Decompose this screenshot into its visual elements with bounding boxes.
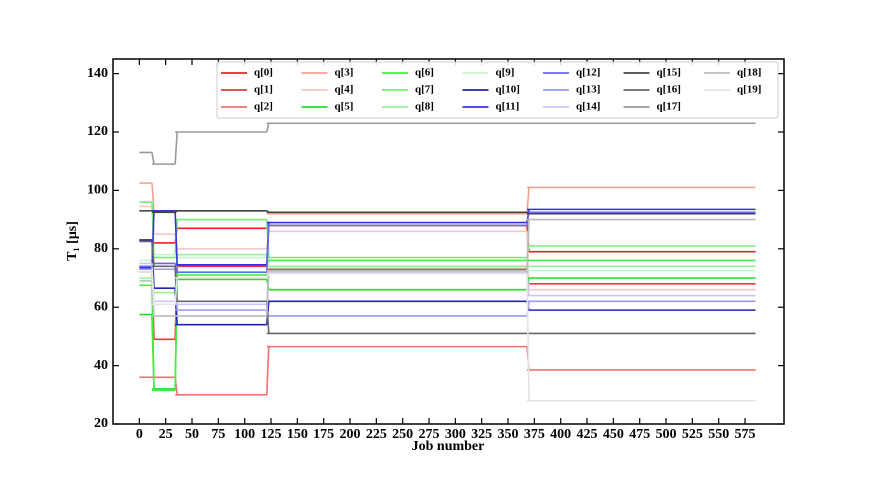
step-connector bbox=[174, 210, 178, 265]
step-connector bbox=[174, 131, 178, 165]
step-connector bbox=[526, 273, 530, 401]
y-tick-label: 60 bbox=[94, 299, 108, 314]
x-tick-label: 425 bbox=[577, 427, 598, 442]
x-tick-label: 300 bbox=[445, 427, 466, 442]
legend-label: q[1] bbox=[254, 84, 273, 96]
x-tick-label: 375 bbox=[524, 427, 545, 442]
step-connector bbox=[266, 123, 270, 133]
x-tick-label: 575 bbox=[735, 427, 756, 442]
step-connector bbox=[174, 277, 178, 305]
x-tick-label: 200 bbox=[340, 427, 361, 442]
step-connector bbox=[174, 263, 178, 273]
step-connector bbox=[265, 270, 270, 316]
x-tick-label: 125 bbox=[261, 427, 282, 442]
step-connector bbox=[151, 285, 155, 391]
x-tick-label: 350 bbox=[498, 427, 519, 442]
legend-label: q[19] bbox=[737, 84, 761, 96]
step-connector bbox=[151, 210, 155, 268]
legend-label: q[7] bbox=[415, 84, 434, 96]
legend-label: q[12] bbox=[576, 67, 600, 79]
step-connector bbox=[151, 241, 155, 267]
legend-label: q[9] bbox=[496, 67, 515, 79]
series-lines bbox=[139, 122, 756, 402]
legend-label: q[18] bbox=[737, 67, 761, 79]
x-tick-label: 325 bbox=[471, 427, 492, 442]
x-tick-label: 475 bbox=[629, 427, 650, 442]
legend-label: q[5] bbox=[335, 101, 354, 113]
legend-label: q[0] bbox=[254, 67, 273, 79]
x-tick-label: 75 bbox=[211, 427, 225, 442]
legend-label: q[16] bbox=[657, 84, 681, 96]
x-tick-label: 525 bbox=[682, 427, 703, 442]
legend-label: q[14] bbox=[576, 101, 600, 113]
y-axis-label: T₁ [μs] bbox=[65, 221, 80, 261]
step-connector bbox=[151, 183, 155, 211]
legend-label: q[17] bbox=[657, 101, 681, 113]
step-connector bbox=[265, 346, 270, 395]
x-tick-label: 25 bbox=[159, 427, 173, 442]
y-tick-label: 20 bbox=[94, 416, 108, 431]
legend-label: q[11] bbox=[496, 101, 520, 113]
x-tick-label: 400 bbox=[550, 427, 571, 442]
step-connector bbox=[265, 225, 270, 273]
x-tick-label: 100 bbox=[234, 427, 255, 442]
x-tick-label: 550 bbox=[708, 427, 729, 442]
plot-area bbox=[113, 59, 784, 424]
y-tick-label: 80 bbox=[94, 241, 108, 256]
legend-label: q[6] bbox=[415, 67, 434, 79]
y-tick-label: 40 bbox=[94, 358, 108, 373]
legend-label: q[13] bbox=[576, 84, 600, 96]
x-tick-label: 50 bbox=[185, 427, 199, 442]
x-axis-label: Job number bbox=[412, 439, 485, 454]
plot-frame bbox=[112, 58, 785, 425]
legend-box bbox=[216, 61, 779, 119]
x-tick-label: 225 bbox=[366, 427, 387, 442]
x-tick-label: 275 bbox=[419, 427, 440, 442]
x-tick-label: 175 bbox=[313, 427, 334, 442]
legend-label: q[4] bbox=[335, 84, 354, 96]
x-tick-label: 450 bbox=[603, 427, 624, 442]
x-tick-label: 250 bbox=[392, 427, 413, 442]
legend-label: q[2] bbox=[254, 101, 273, 113]
legend-label: q[8] bbox=[415, 101, 434, 113]
y-tick-label: 140 bbox=[87, 66, 108, 81]
step-connector bbox=[526, 219, 530, 271]
step-connector bbox=[151, 152, 155, 165]
y-tick-label: 120 bbox=[87, 124, 108, 139]
y-tick-label: 100 bbox=[87, 183, 108, 198]
x-tick-label: 0 bbox=[136, 427, 143, 442]
legend: q[0] q[1] q[2] q[3] q[4] q[5] q[6] q[7] q[8] q[9]… bbox=[216, 61, 779, 119]
x-tick-label: 500 bbox=[656, 427, 677, 442]
legend-label: q[10] bbox=[496, 84, 520, 96]
legend-label: q[3] bbox=[335, 67, 354, 79]
legend-label: q[15] bbox=[657, 67, 681, 79]
step-connector bbox=[151, 272, 155, 305]
x-tick-label: 150 bbox=[287, 427, 308, 442]
